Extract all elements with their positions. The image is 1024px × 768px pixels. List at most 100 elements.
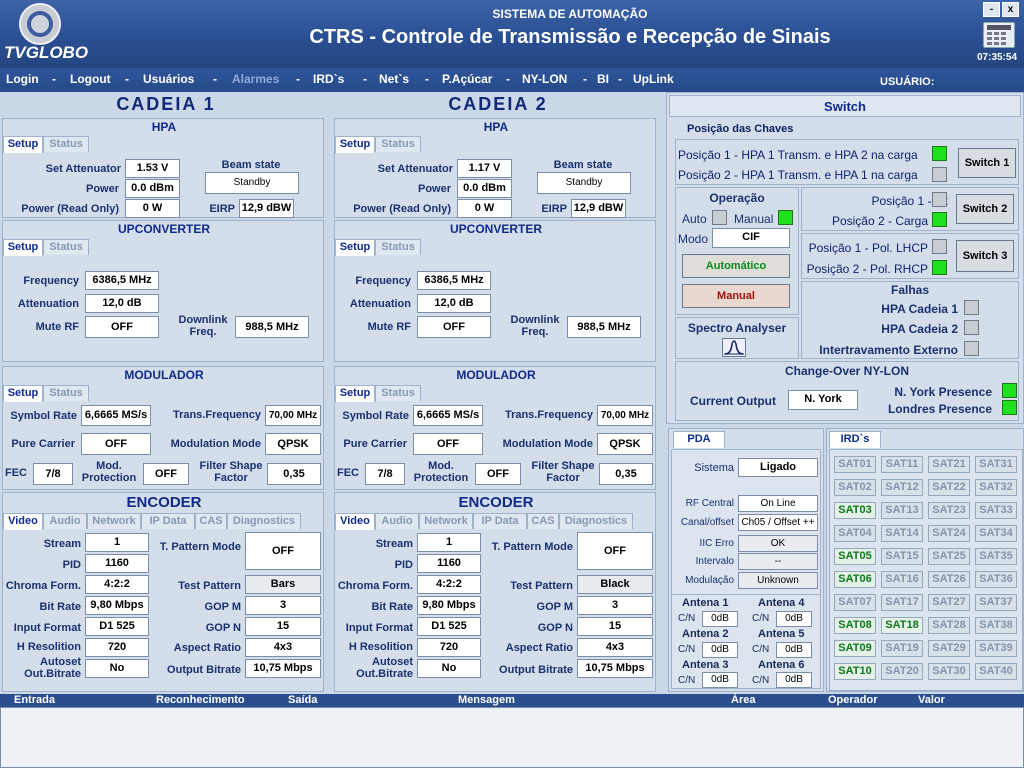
gop-n-input[interactable]: 15	[577, 617, 653, 636]
tab-cas[interactable]: CAS	[527, 513, 559, 529]
sat-button[interactable]: SAT17	[881, 594, 923, 611]
chroma-format-input[interactable]: 4:2:2	[417, 575, 481, 594]
mute-rf-input[interactable]: OFF	[417, 316, 491, 338]
log-list[interactable]	[0, 707, 1024, 768]
tab-setup[interactable]: Setup	[335, 239, 375, 256]
fec-input[interactable]: 7/8	[33, 463, 73, 485]
sat-button[interactable]: SAT02	[834, 479, 876, 496]
symbol-rate-input[interactable]: 6,6665 MS/s	[413, 405, 483, 426]
trans-frequency-input[interactable]: 70,00 MHz	[265, 405, 321, 426]
menu-bi[interactable]: BI	[597, 72, 609, 86]
sat-button[interactable]: SAT16	[881, 571, 923, 588]
attenuation-input[interactable]: 12,0 dB	[417, 294, 491, 313]
tab-network[interactable]: Network	[419, 513, 473, 529]
input-format-input[interactable]: D1 525	[417, 617, 481, 636]
menu-ny-lon[interactable]: NY-LON	[522, 72, 568, 86]
spectrum-icon[interactable]	[722, 338, 746, 357]
sat-button[interactable]: SAT27	[928, 594, 970, 611]
pure-carrier-input[interactable]: OFF	[413, 433, 483, 455]
sat-button[interactable]: SAT31	[975, 456, 1017, 473]
gop-n-input[interactable]: 15	[245, 617, 321, 636]
frequency-input[interactable]: 6386,5 MHz	[85, 271, 159, 290]
tab-status[interactable]: Status	[43, 239, 89, 255]
switch-3-button[interactable]: Switch 3	[956, 240, 1014, 272]
tab-pda[interactable]: PDA	[673, 431, 725, 448]
symbol-rate-input[interactable]: 6,6665 MS/s	[81, 405, 151, 426]
h-resolution-input[interactable]: 720	[85, 638, 149, 657]
sat-button[interactable]: SAT25	[928, 548, 970, 565]
fec-input[interactable]: 7/8	[365, 463, 405, 485]
tab-setup[interactable]: Setup	[335, 136, 375, 153]
sat-button[interactable]: SAT13	[881, 502, 923, 519]
tab-audio[interactable]: Audio	[43, 513, 87, 529]
tab-video[interactable]: Video	[335, 513, 375, 530]
sat-button[interactable]: SAT33	[975, 502, 1017, 519]
mod-protection-input[interactable]: OFF	[143, 463, 189, 485]
frequency-input[interactable]: 6386,5 MHz	[417, 271, 491, 290]
sat-button[interactable]: SAT19	[881, 640, 923, 657]
tab-diagnostics[interactable]: Diagnostics	[559, 513, 633, 529]
sat-button[interactable]: SAT36	[975, 571, 1017, 588]
set-attenuator-input[interactable]: 1.53 V	[125, 159, 180, 178]
tab-network[interactable]: Network	[87, 513, 141, 529]
minimize-button[interactable]: -	[983, 2, 1000, 17]
sat-button[interactable]: SAT22	[928, 479, 970, 496]
sat-button[interactable]: SAT20	[881, 663, 923, 680]
tab-status[interactable]: Status	[375, 385, 421, 401]
sat-button[interactable]: SAT06	[834, 571, 876, 588]
sat-button[interactable]: SAT32	[975, 479, 1017, 496]
calculator-icon[interactable]	[983, 22, 1015, 48]
sat-button[interactable]: SAT34	[975, 525, 1017, 542]
close-button[interactable]: x	[1002, 2, 1019, 17]
bit-rate-input[interactable]: 9,80 Mbps	[85, 596, 149, 615]
switch-1-button[interactable]: Switch 1	[958, 148, 1016, 178]
stream-input[interactable]: 1	[417, 533, 481, 552]
sat-button[interactable]: SAT10	[834, 663, 876, 680]
mod-protection-input[interactable]: OFF	[475, 463, 521, 485]
manual-button[interactable]: Manual	[682, 284, 790, 308]
sat-button[interactable]: SAT26	[928, 571, 970, 588]
pid-input[interactable]: 1160	[85, 554, 149, 573]
sat-button[interactable]: SAT18	[881, 617, 923, 634]
aspect-ratio-input[interactable]: 4x3	[577, 638, 653, 657]
autoset-bitrate-input[interactable]: No	[85, 659, 149, 678]
modulation-mode-input[interactable]: QPSK	[597, 433, 653, 455]
tab-ip-data[interactable]: IP Data	[473, 513, 527, 529]
automatico-button[interactable]: Automático	[682, 254, 790, 278]
menu-usuarios[interactable]: Usuários	[143, 72, 195, 86]
tab-setup[interactable]: Setup	[3, 136, 43, 153]
menu-nets[interactable]: Net`s	[379, 72, 410, 86]
menu-uplink[interactable]: UpLink	[633, 72, 674, 86]
trans-frequency-input[interactable]: 70,00 MHz	[597, 405, 653, 426]
h-resolution-input[interactable]: 720	[417, 638, 481, 657]
sat-button[interactable]: SAT14	[881, 525, 923, 542]
tab-setup[interactable]: Setup	[335, 385, 375, 402]
sat-button[interactable]: SAT23	[928, 502, 970, 519]
sat-button[interactable]: SAT09	[834, 640, 876, 657]
sat-button[interactable]: SAT07	[834, 594, 876, 611]
gop-m-input[interactable]: 3	[245, 596, 321, 615]
attenuation-input[interactable]: 12,0 dB	[85, 294, 159, 313]
pid-input[interactable]: 1160	[417, 554, 481, 573]
filter-shape-factor-input[interactable]: 0,35	[267, 463, 321, 485]
power-input[interactable]: 0.0 dBm	[125, 179, 180, 198]
manual-checkbox[interactable]	[778, 210, 793, 225]
auto-checkbox[interactable]	[712, 210, 727, 225]
sat-button[interactable]: SAT05	[834, 548, 876, 565]
tab-video[interactable]: Video	[3, 513, 43, 530]
tab-status[interactable]: Status	[43, 136, 89, 152]
mute-rf-input[interactable]: OFF	[85, 316, 159, 338]
power-input[interactable]: 0.0 dBm	[457, 179, 512, 198]
menu-logout[interactable]: Logout	[70, 72, 111, 86]
filter-shape-factor-input[interactable]: 0,35	[599, 463, 653, 485]
chroma-format-input[interactable]: 4:2:2	[85, 575, 149, 594]
sat-button[interactable]: SAT40	[975, 663, 1017, 680]
tab-ip-data[interactable]: IP Data	[141, 513, 195, 529]
input-format-input[interactable]: D1 525	[85, 617, 149, 636]
switch-2-button[interactable]: Switch 2	[956, 194, 1014, 224]
sat-button[interactable]: SAT37	[975, 594, 1017, 611]
sat-button[interactable]: SAT11	[881, 456, 923, 473]
bit-rate-input[interactable]: 9,80 Mbps	[417, 596, 481, 615]
menu-login[interactable]: Login	[6, 72, 39, 86]
sat-button[interactable]: SAT24	[928, 525, 970, 542]
